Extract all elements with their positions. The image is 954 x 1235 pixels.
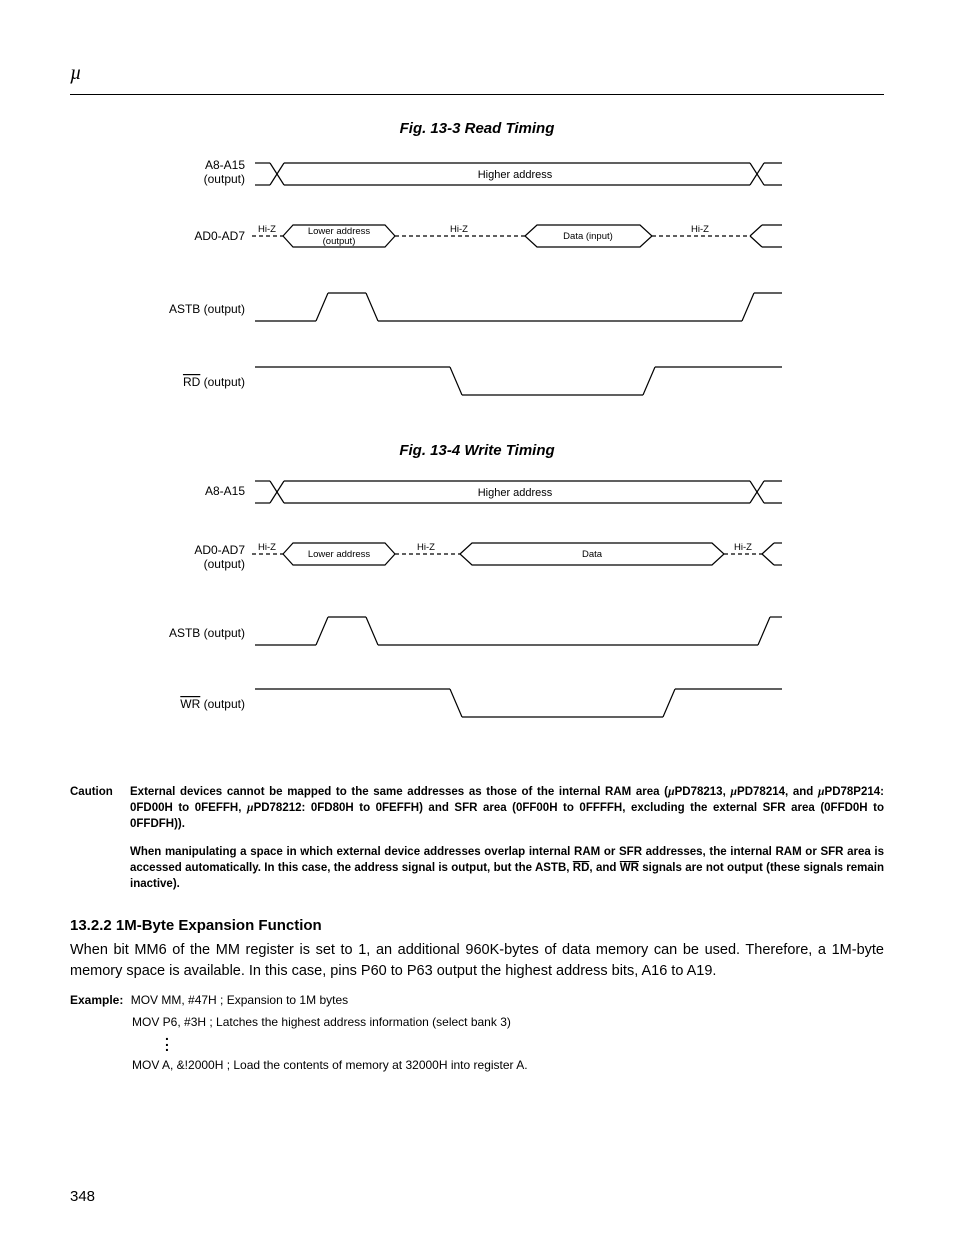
vdots: ... [165, 1033, 884, 1050]
example-line3: MOV A, &!2000H ; Load the contents of me… [132, 1058, 884, 1072]
caution-para2: When manipulating a space in which exter… [130, 844, 884, 892]
fig2-diagram: A8-A15 Higher address AD0-AD7 (output) H… [70, 459, 884, 764]
fig2-hiz-1: Hi-Z [258, 542, 276, 553]
example-line1: MOV MM, #47H ; Expansion to 1M bytes [131, 993, 348, 1007]
fig2-r4-label1: WR (output) [180, 697, 245, 711]
fig1-data-input: Data (input) [563, 231, 613, 242]
fig1-hiz-3: Hi-Z [691, 224, 709, 235]
fig2-hiz-3: Hi-Z [734, 542, 752, 553]
header-mu: µ [70, 62, 82, 85]
fig1-r2-label1: AD0-AD7 [194, 229, 245, 243]
top-rule [70, 94, 884, 95]
fig2-r1-label1: A8-A15 [205, 484, 245, 498]
fig1-lower-addr-l2: (output) [323, 236, 356, 247]
fig1-r1-label1: A8-A15 [205, 158, 245, 172]
fig2-hiz-2: Hi-Z [417, 542, 435, 553]
caution-label: Caution [70, 784, 130, 832]
fig1-title: Fig. 13-3 Read Timing [70, 120, 884, 137]
fig1-hiz-1: Hi-Z [258, 224, 276, 235]
fig2-lower-addr: Lower address [308, 549, 371, 560]
fig1-r4-label1: RD (output) [183, 375, 245, 389]
example-label: Example: [70, 993, 123, 1007]
page-number: 348 [70, 1188, 95, 1205]
fig2-r3-label1: ASTB (output) [169, 626, 245, 640]
fig1-higher-address: Higher address [478, 169, 553, 181]
example-line2: MOV P6, #3H ; Latches the highest addres… [132, 1015, 884, 1029]
caution-block: Caution External devices cannot be mappe… [70, 784, 884, 893]
fig2-r2-label1: AD0-AD7 [194, 543, 245, 557]
fig1-diagram: A8-A15 (output) Higher address AD0-AD7 H… [70, 137, 884, 442]
section-body: When bit MM6 of the MM register is set t… [70, 940, 884, 984]
fig1-r3-label1: ASTB (output) [169, 302, 245, 316]
fig2-title: Fig. 13-4 Write Timing [70, 442, 884, 459]
fig2-data: Data [582, 549, 603, 560]
fig1-r1-label2: (output) [204, 172, 245, 186]
example-block: Example: MOV MM, #47H ; Expansion to 1M … [70, 993, 884, 1072]
caution-para1: External devices cannot be mapped to the… [130, 784, 884, 832]
fig1-hiz-2: Hi-Z [450, 224, 468, 235]
page: µ Fig. 13-3 Read Timing A8-A15 (output) … [0, 0, 954, 1235]
fig2-r2-label2: (output) [204, 557, 245, 571]
section-heading: 13.2.2 1M-Byte Expansion Function [70, 917, 884, 934]
fig2-higher-address: Higher address [478, 487, 553, 499]
